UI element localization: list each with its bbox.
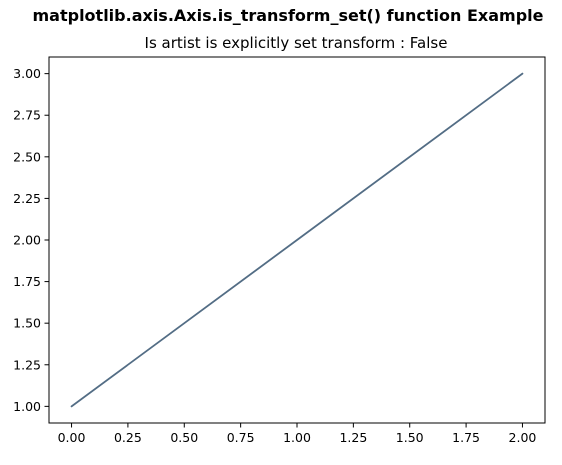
series-group (70, 72, 524, 408)
y-tick-label: 1.00 (13, 399, 41, 414)
y-tick-label: 1.75 (13, 274, 41, 289)
x-tick-label: 0.25 (114, 430, 142, 445)
x-tick-label: 0.50 (170, 430, 198, 445)
x-tick-label: 2.00 (509, 430, 537, 445)
x-tick-label: 1.50 (396, 430, 424, 445)
x-tick-label: 1.75 (452, 430, 480, 445)
x-axis: 0.00 0.25 0.50 0.75 1.00 1.25 1.50 1.75 2.00 (58, 423, 537, 445)
x-tick-label: 1.25 (339, 430, 367, 445)
x-tick-label: 1.00 (283, 430, 311, 445)
y-axis: 1.00 1.25 1.50 1.75 2.00 2.25 2.50 2.75 3.00 (13, 66, 49, 414)
y-tick-label: 2.50 (13, 149, 41, 164)
axes-title: Is artist is explicitly set transform : … (145, 34, 448, 52)
y-tick-label: 1.25 (13, 357, 41, 372)
series-line-0 (70, 72, 524, 408)
x-tick-label: 0.75 (227, 430, 255, 445)
y-tick-label: 2.00 (13, 233, 41, 248)
y-tick-label: 3.00 (13, 66, 41, 81)
plot-area: 0.00 0.25 0.50 0.75 1.00 1.25 1.50 1.75 2.00 1.0… (13, 56, 546, 445)
y-tick-label: 2.25 (13, 191, 41, 206)
figure-suptitle: matplotlib.axis.Axis.is_transform_set() … (33, 6, 544, 25)
y-tick-label: 2.75 (13, 108, 41, 123)
y-tick-label: 1.50 (13, 316, 41, 331)
x-tick-label: 0.00 (58, 430, 86, 445)
